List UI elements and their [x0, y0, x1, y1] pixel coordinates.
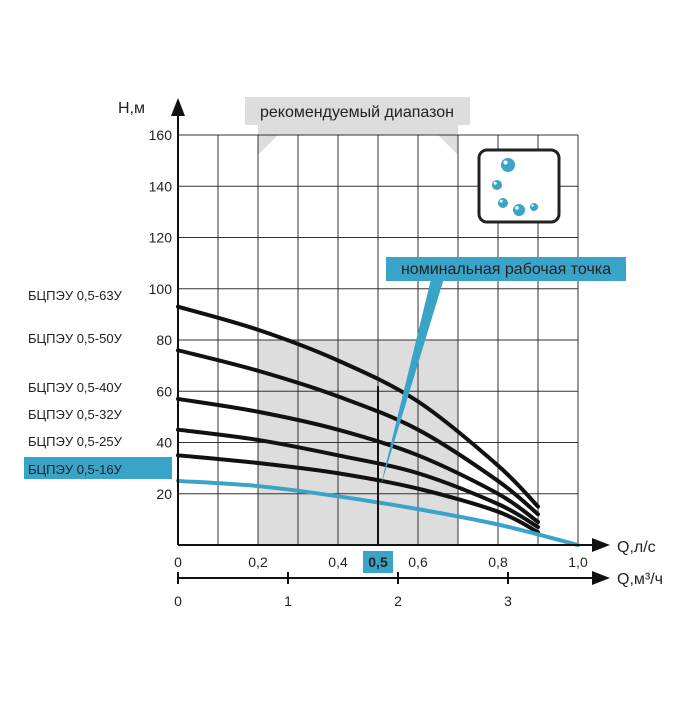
x2-tick-label: 3 [504, 593, 512, 609]
x-tick-label: 0 [174, 554, 182, 570]
water-drop [530, 203, 538, 211]
x2-tick-label: 0 [174, 593, 182, 609]
y-tick-label: 20 [156, 486, 172, 502]
annotation-label: номинальная рабочая точка [401, 261, 611, 278]
water-drop-shine [531, 204, 534, 207]
series-label-box [24, 457, 172, 479]
series-label: БЦПЭУ 0,5-32У [28, 407, 123, 422]
x-tick-label: 0,8 [488, 554, 508, 570]
x-tick-label: 0,4 [328, 554, 348, 570]
x-axis-arrow [592, 538, 610, 552]
series-line [176, 478, 580, 547]
x-tick-label: 0,2 [248, 554, 268, 570]
series-line [176, 427, 540, 530]
water-drop [492, 180, 502, 190]
x2-axis-title: Q,м³/ч [617, 571, 663, 588]
series-line [176, 304, 540, 509]
series-line [176, 396, 540, 524]
y-tick-label: 100 [149, 281, 173, 297]
y-axis-arrow [171, 98, 185, 116]
y-axis-title: Н,м [118, 100, 145, 117]
x-tick-label: 1,0 [568, 554, 588, 570]
water-drop [498, 198, 508, 208]
y-tick-label: 40 [156, 435, 172, 451]
water-drops-icon [477, 148, 561, 224]
y-tick-label: 140 [149, 178, 173, 194]
water-drop-shine [493, 181, 497, 185]
y-tick-label: 160 [149, 127, 173, 143]
y-tick-label: 60 [156, 383, 172, 399]
x2-tick-label: 1 [284, 593, 292, 609]
y-tick-label: 120 [149, 230, 173, 246]
band-label: рекомендуемый диапазон [260, 104, 454, 121]
band-notch [258, 125, 458, 155]
x-axis-title: Q,л/с [617, 539, 656, 556]
y-tick-label: 80 [156, 332, 172, 348]
water-drop [501, 158, 515, 172]
band-label-box [245, 97, 470, 125]
series-line [176, 348, 540, 517]
water-drop-shine [503, 160, 508, 165]
annotation-box [386, 257, 626, 281]
series-label: БЦПЭУ 0,5-63У [28, 288, 123, 303]
x2-tick-label: 2 [394, 593, 402, 609]
water-drop-shine [499, 199, 503, 203]
series-label: БЦПЭУ 0,5-40У [28, 380, 123, 395]
water-drop-shine [515, 206, 519, 210]
series-label: БЦПЭУ 0,5-25У [28, 434, 123, 449]
x-tick-label: 0,5 [368, 554, 388, 570]
series-label: БЦПЭУ 0,5-16У [28, 462, 123, 477]
highlight-tick-box [363, 551, 393, 573]
series-label: БЦПЭУ 0,5-50У [28, 331, 123, 346]
annotation-pointer [380, 275, 445, 489]
x2-axis-arrow [592, 571, 610, 585]
x-tick-label: 0,6 [408, 554, 428, 570]
water-drop [513, 204, 525, 216]
